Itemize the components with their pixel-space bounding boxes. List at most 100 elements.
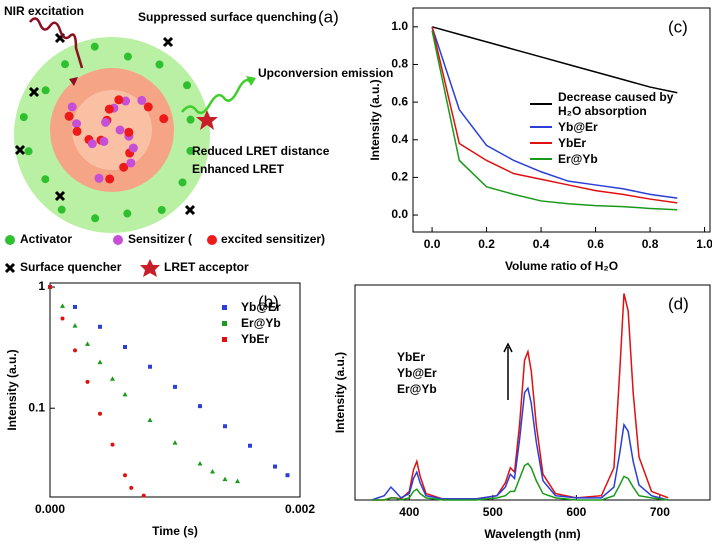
x-axis-label: Time (s)	[152, 524, 198, 538]
x-tick-label: 700	[650, 505, 670, 519]
emission-arrow	[181, 78, 254, 115]
x-tick-label: 0.0	[424, 237, 441, 251]
legend-text: YbEr	[241, 332, 270, 346]
legend-text: Er@Yb	[241, 316, 281, 330]
marker	[223, 424, 227, 429]
legend-swatch	[530, 103, 552, 105]
marker	[85, 341, 90, 346]
activator-dot	[157, 206, 166, 215]
legend-swatch	[530, 158, 552, 160]
quencher	[184, 204, 196, 216]
series-line	[371, 386, 669, 501]
legend-entry: Er@Yb	[397, 382, 437, 396]
sensitizer-dot	[143, 102, 153, 112]
marker	[273, 464, 277, 469]
legend-text: Er@Yb	[558, 152, 598, 166]
marker	[197, 460, 203, 466]
legend-entry: Yb@Er	[397, 366, 437, 380]
marker	[60, 303, 65, 308]
legend-text: YbEr	[397, 350, 426, 364]
label: Upconversion emission	[258, 66, 393, 80]
sensitizer-dot	[105, 174, 115, 184]
activator-dot	[41, 86, 50, 95]
panel-label: (a)	[318, 7, 339, 26]
sensitizer-dot	[104, 104, 114, 114]
sensitizer-dot	[72, 126, 82, 136]
marker	[48, 285, 52, 290]
legend-dot	[207, 235, 217, 245]
panel-label: (b)	[258, 292, 279, 311]
legend-entry: Yb@Er	[530, 120, 680, 134]
legend-text: Surface quencher	[20, 260, 122, 274]
dots	[14, 32, 196, 223]
legend-swatch	[222, 336, 227, 342]
activator-dot	[61, 60, 70, 69]
quencher	[14, 144, 26, 156]
y-tick-label: 0.4	[391, 132, 408, 146]
marker	[173, 384, 177, 389]
activator-dot	[19, 113, 28, 122]
marker	[172, 440, 178, 445]
marker	[123, 473, 127, 478]
legend-text: Sensitizer (	[128, 232, 192, 246]
legend-text: Activator	[20, 232, 72, 246]
panel-label: (d)	[668, 294, 689, 313]
legend-star	[140, 259, 160, 277]
legend-text: Yb@Er	[558, 120, 598, 134]
y-tick-label: 0.1	[28, 400, 45, 414]
x-tick-label: 0.002	[285, 502, 315, 516]
marker	[285, 473, 290, 478]
legend-swatch	[222, 304, 227, 310]
sensitizer-dot	[124, 127, 134, 137]
marker	[73, 304, 77, 309]
x-axis-label: Wavelength (nm)	[484, 527, 580, 541]
legend-entry: Er@Yb	[530, 152, 680, 166]
activator-dot	[123, 209, 132, 218]
x-tick-label: 0.000	[35, 502, 65, 516]
marker	[60, 316, 65, 321]
legend-entry: YbEr	[218, 332, 281, 346]
y-axis-label: Intensity (a.u.)	[333, 352, 347, 433]
sensitizer-dot	[137, 95, 147, 105]
x-tick-label: 500	[483, 505, 503, 519]
activator-dot	[91, 214, 100, 223]
sensitizer-dot	[64, 111, 74, 121]
legend-entry: Er@Yb	[218, 316, 281, 330]
sensitizer-dot	[101, 117, 111, 127]
marker	[72, 323, 78, 328]
activator-dot	[90, 42, 99, 51]
label: Reduced LRET distance	[192, 144, 330, 158]
plot-frame	[412, 7, 711, 233]
series-line	[431, 26, 678, 199]
y-axis-label: Intensity (a.u.)	[5, 349, 19, 430]
nir-arrowhead	[69, 77, 78, 86]
marker	[198, 404, 202, 409]
quencher	[162, 36, 174, 48]
legend-dot	[5, 235, 15, 245]
activator-dot	[41, 175, 50, 184]
marker	[97, 359, 103, 365]
sensitizer-dot	[87, 139, 97, 149]
x-tick-label: 600	[566, 505, 586, 519]
sensitizer-dot	[119, 162, 129, 172]
legend-text: LRET acceptor	[164, 260, 249, 274]
legend-dot	[113, 235, 123, 245]
trend-arrow	[503, 342, 513, 400]
sensitizer-dot	[126, 158, 136, 168]
legend-swatch	[530, 142, 552, 144]
marker	[110, 376, 115, 381]
x-axis-label: Volume ratio of H₂O	[505, 259, 618, 273]
legend: Decrease caused by H₂O absorption Yb@Er Yb…	[530, 88, 680, 168]
marker	[73, 348, 77, 353]
activator-dot	[186, 115, 195, 124]
activator-dot	[178, 178, 187, 187]
sensitizer-dot	[72, 119, 82, 129]
series-line	[371, 293, 669, 501]
y-tick-label: 1	[38, 279, 45, 293]
y-axis-label: Intensity (a.u.)	[368, 79, 382, 160]
legend-swatch	[530, 126, 552, 128]
legend-text: YbEr	[558, 136, 587, 150]
series-line	[431, 30, 678, 211]
x-tick-label: 0.4	[533, 237, 550, 251]
marker	[122, 391, 128, 397]
